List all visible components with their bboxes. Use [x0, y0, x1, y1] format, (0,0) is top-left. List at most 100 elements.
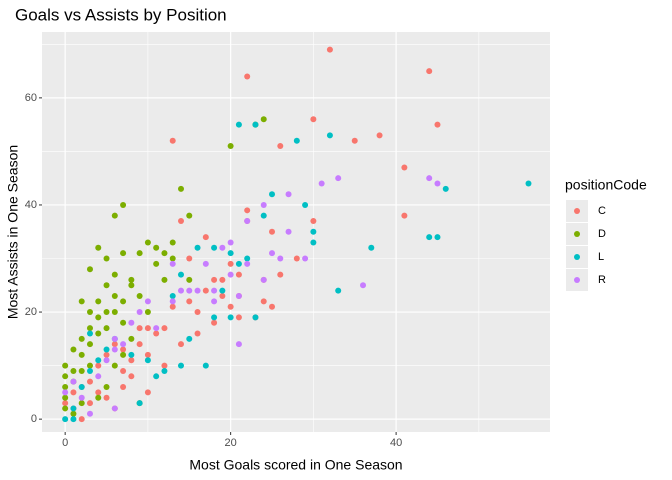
point	[211, 298, 218, 305]
legend-label: R	[598, 274, 606, 286]
point	[111, 309, 118, 316]
point	[244, 207, 251, 214]
point	[70, 367, 77, 374]
point	[144, 298, 151, 305]
point	[103, 282, 110, 289]
point	[186, 335, 193, 342]
point	[269, 228, 276, 235]
point	[120, 351, 127, 358]
point	[235, 121, 242, 128]
point	[136, 292, 143, 299]
point	[310, 228, 317, 235]
point	[277, 143, 284, 150]
point	[128, 373, 135, 380]
point	[62, 416, 69, 423]
point	[211, 287, 218, 294]
point	[194, 244, 201, 251]
point	[285, 191, 292, 198]
x-axis-label: Most Goals scored in One Season	[189, 457, 402, 473]
point	[111, 271, 118, 278]
panel	[42, 32, 550, 432]
point	[70, 389, 77, 396]
point	[111, 292, 118, 299]
point	[401, 212, 408, 219]
point	[434, 180, 441, 187]
point	[103, 309, 110, 316]
point	[86, 325, 93, 332]
point	[252, 121, 259, 128]
point	[244, 260, 251, 267]
point	[169, 260, 176, 267]
legend-swatch	[574, 254, 580, 260]
legend-label: D	[598, 228, 606, 240]
point	[120, 384, 127, 391]
point	[186, 287, 193, 294]
point	[169, 303, 176, 310]
point	[293, 255, 300, 262]
point	[95, 330, 102, 337]
point	[153, 330, 160, 337]
point	[111, 362, 118, 369]
point	[86, 330, 93, 337]
legend-title: positionCode	[565, 177, 647, 193]
point	[103, 255, 110, 262]
point	[252, 314, 259, 321]
point	[186, 255, 193, 262]
point	[269, 191, 276, 198]
point	[211, 319, 218, 326]
y-tick-label: 40	[25, 199, 37, 211]
point	[86, 362, 93, 369]
y-tick-label: 20	[25, 306, 37, 318]
point	[360, 282, 367, 289]
point	[128, 335, 135, 342]
point	[302, 201, 309, 208]
point	[227, 271, 234, 278]
point	[161, 367, 168, 374]
point	[177, 271, 184, 278]
point	[111, 212, 118, 219]
point	[70, 346, 77, 353]
point	[70, 410, 77, 417]
point	[86, 400, 93, 407]
point	[177, 287, 184, 294]
point	[120, 367, 127, 374]
point	[310, 218, 317, 225]
point	[136, 341, 143, 348]
point	[202, 260, 209, 267]
chart-title: Goals vs Assists by Position	[15, 5, 227, 24]
point	[86, 266, 93, 273]
point	[111, 346, 118, 353]
point	[211, 276, 218, 283]
point	[169, 239, 176, 246]
point	[95, 314, 102, 321]
point	[144, 389, 151, 396]
point	[260, 201, 267, 208]
point	[120, 319, 127, 326]
point	[144, 325, 151, 332]
point	[219, 292, 226, 299]
point	[95, 362, 102, 369]
legend-swatch	[574, 231, 580, 237]
point	[244, 73, 251, 80]
point	[235, 271, 242, 278]
point	[86, 309, 93, 316]
point	[136, 309, 143, 316]
point	[186, 276, 193, 283]
point	[318, 180, 325, 187]
point	[235, 341, 242, 348]
point	[144, 239, 151, 246]
point	[128, 276, 135, 283]
point	[310, 116, 317, 123]
point	[368, 244, 375, 251]
point	[235, 314, 242, 321]
point	[153, 373, 160, 380]
point	[136, 400, 143, 407]
legend-swatch	[574, 277, 580, 283]
point	[211, 314, 218, 321]
point	[326, 46, 333, 53]
y-tick-label: 0	[31, 413, 37, 425]
point	[202, 362, 209, 369]
point	[153, 260, 160, 267]
point	[86, 378, 93, 385]
